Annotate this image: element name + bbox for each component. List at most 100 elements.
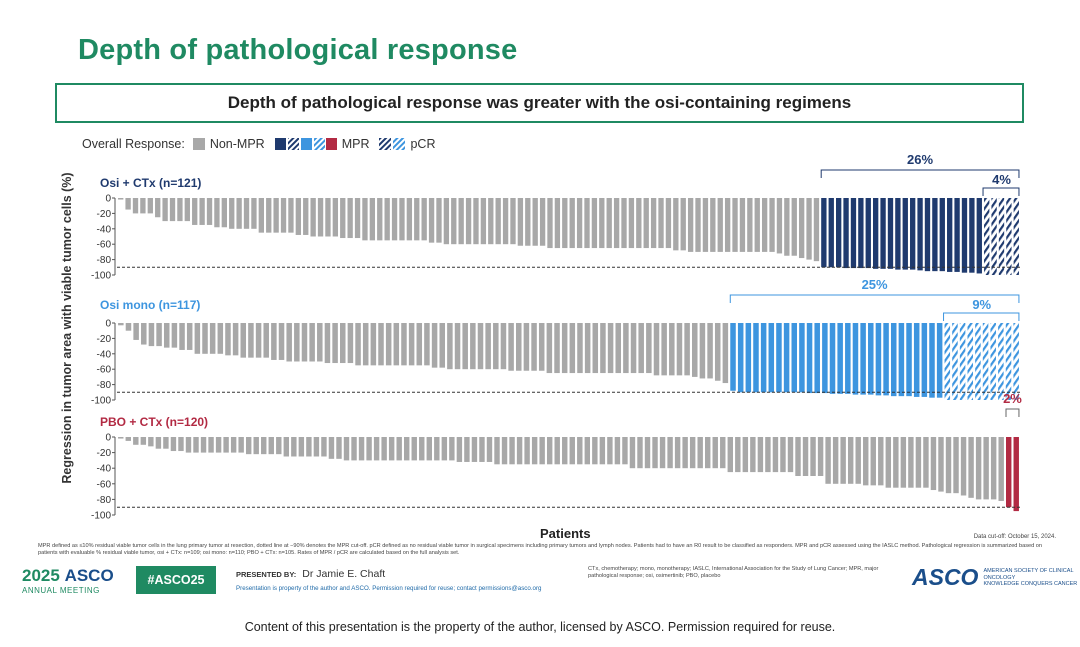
- bar-nonmpr: [221, 198, 227, 228]
- bar-nonmpr: [638, 323, 644, 374]
- bar-nonmpr: [294, 323, 300, 362]
- bar-mpr: [776, 323, 782, 393]
- bar-nonmpr: [494, 437, 500, 465]
- bar-nonmpr: [436, 198, 442, 243]
- legend-swatch-nonmpr: [192, 138, 205, 150]
- bar-nonmpr: [480, 198, 487, 245]
- bar-nonmpr: [169, 198, 176, 222]
- bar-nonmpr: [684, 323, 690, 376]
- bar-mpr: [883, 323, 889, 396]
- bar-nonmpr: [140, 198, 146, 214]
- bar-pcr: [1005, 323, 1012, 400]
- bar-nonmpr: [908, 437, 914, 488]
- bar-nonmpr: [206, 198, 213, 225]
- y-tick-label: -60: [97, 365, 112, 376]
- bar-nonmpr: [607, 323, 614, 374]
- bar-nonmpr: [689, 437, 696, 469]
- bar-nonmpr: [516, 323, 522, 371]
- bar-nonmpr: [258, 198, 264, 233]
- bar-mpr: [976, 198, 982, 274]
- chart-legend: Overall Response: Non-MPR MPR pCR: [82, 137, 436, 151]
- bar-nonmpr: [428, 198, 435, 243]
- bar-nonmpr: [710, 198, 716, 252]
- bar-nonmpr: [186, 323, 193, 350]
- bar-nonmpr: [434, 437, 440, 461]
- bar-mpr: [921, 323, 928, 397]
- bar-mpr: [753, 323, 759, 393]
- bar-nonmpr: [449, 437, 455, 461]
- bar-nonmpr: [524, 437, 530, 465]
- y-tick-label: -60: [97, 240, 112, 251]
- bar-nonmpr: [458, 198, 464, 245]
- bar-nonmpr: [373, 437, 380, 461]
- bar-nonmpr: [303, 198, 309, 235]
- bar-nonmpr: [584, 198, 590, 249]
- bar-nonmpr: [998, 437, 1004, 501]
- bar-nonmpr: [659, 437, 666, 469]
- pcr-percentage: 9%: [972, 297, 991, 312]
- bar-nonmpr: [209, 323, 216, 354]
- bar-nonmpr: [953, 437, 959, 494]
- bar-nonmpr: [945, 437, 952, 494]
- bar-nonmpr: [215, 437, 222, 453]
- bar-nonmpr: [765, 437, 771, 473]
- bar-nonmpr: [806, 198, 812, 260]
- y-tick-label: 0: [105, 319, 111, 330]
- bar-nonmpr: [426, 437, 432, 461]
- bar-nonmpr: [199, 198, 205, 225]
- bar-nonmpr: [607, 437, 613, 465]
- bar-mpr: [924, 198, 931, 272]
- bar-nonmpr: [148, 323, 155, 347]
- bar-mpr: [929, 323, 935, 398]
- presented-by-label: PRESENTED BY:: [236, 570, 297, 579]
- bar-nonmpr: [391, 198, 398, 241]
- bar-nonmpr: [732, 198, 738, 252]
- bar-nonmpr: [562, 437, 568, 465]
- bar-nonmpr: [147, 198, 153, 214]
- bar-nonmpr: [202, 323, 208, 354]
- bar-pcr: [1013, 198, 1019, 275]
- bar-nonmpr: [712, 437, 718, 469]
- bar-nonmpr: [776, 198, 783, 254]
- bar-nonmpr: [393, 323, 400, 366]
- bar-nonmpr: [516, 437, 523, 465]
- subtitle-text: Depth of pathological response was great…: [227, 93, 852, 112]
- bar-nonmpr: [621, 198, 627, 249]
- bar-nonmpr: [702, 198, 709, 252]
- bar-nonmpr: [421, 198, 427, 241]
- bar-mpr: [880, 198, 886, 269]
- bar-mpr: [917, 198, 923, 271]
- bar-nonmpr: [650, 198, 657, 249]
- bar-nonmpr: [695, 198, 701, 252]
- bar-nonmpr: [665, 198, 672, 249]
- bar-nonmpr: [817, 437, 824, 476]
- bar-nonmpr: [488, 198, 494, 245]
- bar-nonmpr: [317, 198, 324, 237]
- bar-nonmpr: [727, 437, 733, 473]
- bar-nonmpr: [813, 198, 820, 262]
- bar-nonmpr: [471, 437, 478, 462]
- bar-nonmpr: [271, 323, 277, 360]
- bar-nonmpr: [863, 437, 869, 486]
- y-tick-label: -100: [91, 271, 111, 282]
- bar-nonmpr: [554, 437, 560, 465]
- bar-nonmpr: [599, 198, 605, 249]
- bar-nonmpr: [742, 437, 749, 473]
- bar-nonmpr: [508, 323, 514, 371]
- bar-nonmpr: [614, 437, 621, 465]
- asco-annual-meeting-logo: 2025 ASCO ANNUAL MEETING: [22, 566, 114, 595]
- bar-mpr: [799, 323, 805, 393]
- bar-nonmpr: [546, 437, 553, 465]
- bar-nonmpr: [306, 437, 312, 457]
- bar-nonmpr: [301, 323, 308, 362]
- bar-mpr: [906, 323, 912, 397]
- bar-nonmpr: [502, 198, 509, 245]
- bar-nonmpr: [510, 198, 516, 245]
- bar-nonmpr: [253, 437, 259, 455]
- bar-nonmpr: [424, 323, 430, 366]
- bar-nonmpr: [915, 437, 922, 488]
- footnote: MPR defined as ≤10% residual viable tumo…: [38, 543, 1042, 556]
- bar-nonmpr: [532, 198, 538, 246]
- bar-nonmpr: [538, 323, 545, 371]
- bar-nonmpr: [369, 198, 376, 241]
